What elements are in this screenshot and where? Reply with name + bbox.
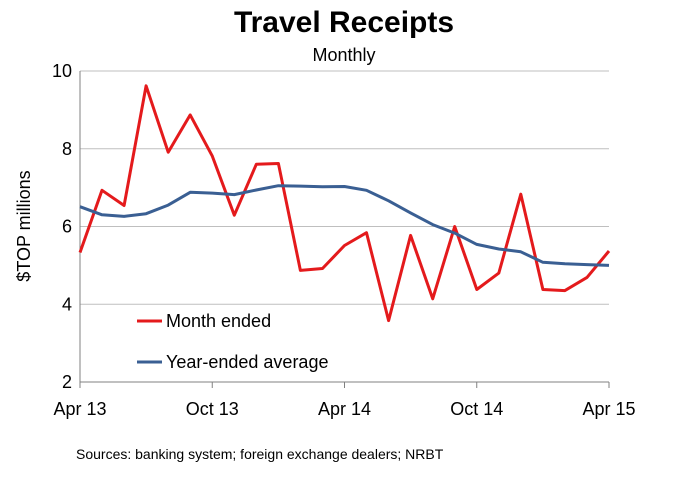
- series-line-year-ended-average: [79, 184, 610, 267]
- y-axis-label: $TOP millions: [14, 170, 34, 281]
- y-tick-label: 6: [62, 217, 72, 237]
- legend-label-month-ended: Month ended: [166, 311, 271, 331]
- legend-label-year-ended-average: Year-ended average: [166, 352, 328, 372]
- y-tick-label: 4: [62, 294, 72, 314]
- y-tick-label: 2: [62, 372, 72, 392]
- x-tick-label: Oct 14: [450, 399, 503, 419]
- chart-title: Travel Receipts: [233, 6, 455, 39]
- x-tick-label: Oct 13: [186, 399, 239, 419]
- x-tick-label: Apr 15: [582, 399, 635, 419]
- x-tick-labels: Apr 13 Oct 13 Apr 14 Oct 14 Apr 15: [53, 399, 635, 419]
- y-tick-label: 8: [62, 139, 72, 159]
- legend: Month ended Year-ended average: [137, 311, 328, 372]
- y-tick-labels: 2 4 6 8 10: [52, 61, 72, 392]
- axes: [79, 71, 610, 388]
- source-note: Sources: banking system; foreign exchang…: [76, 446, 444, 462]
- series-line-month-ended: [78, 84, 611, 323]
- series-lines: [78, 84, 611, 323]
- x-tick-label: Apr 13: [53, 399, 106, 419]
- y-tick-label: 10: [52, 61, 72, 81]
- chart-subtitle: Monthly: [312, 45, 376, 65]
- x-tick-label: Apr 14: [318, 399, 371, 419]
